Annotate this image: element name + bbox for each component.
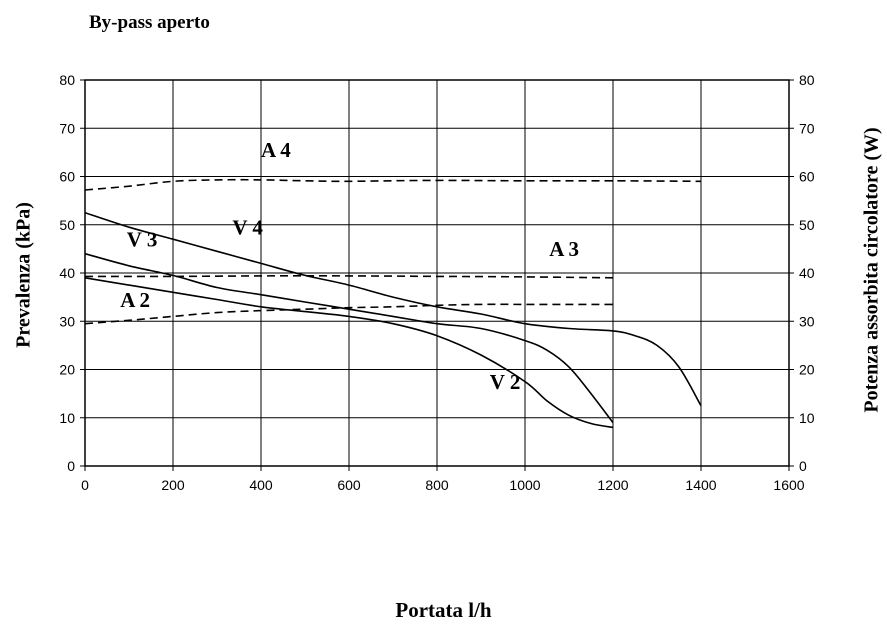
y-tick-label-left: 80 [59, 72, 75, 88]
y-tick-label-right: 10 [799, 410, 815, 426]
curve-label-a2: A 2 [120, 288, 150, 312]
series-line-a4 [84, 178, 702, 191]
y-tick-label-left: 70 [59, 120, 75, 136]
y-tick-label-left: 0 [67, 458, 75, 474]
y-tick-label-left: 30 [59, 313, 75, 329]
y-tick-label-right: 50 [799, 217, 815, 233]
y-tick-label-right: 20 [799, 362, 815, 378]
x-tick-label: 1600 [773, 477, 804, 493]
y-tick-label-right: 70 [799, 120, 815, 136]
series-line-v4 [84, 211, 702, 407]
y-tick-label-left: 60 [59, 169, 75, 185]
curve-label-a4: A 4 [261, 138, 291, 162]
y-tick-label-left: 10 [59, 410, 75, 426]
y-tick-label-left: 50 [59, 217, 75, 233]
x-axis-label: Portata l/h [395, 598, 492, 622]
series-line-a2 [84, 303, 613, 325]
x-tick-label: 200 [161, 477, 185, 493]
x-tick-label: 1200 [597, 477, 628, 493]
curve-label-v3: V 3 [127, 227, 158, 251]
y-tick-label-right: 40 [799, 265, 815, 281]
x-tick-label: 1400 [685, 477, 716, 493]
x-tick-label: 600 [337, 477, 361, 493]
y-tick-label-left: 40 [59, 265, 75, 281]
y-tick-label-right: 60 [799, 169, 815, 185]
x-tick-label: 400 [249, 477, 273, 493]
y-tick-label-right: 30 [799, 313, 815, 329]
x-tick-label: 800 [425, 477, 449, 493]
curve-label-v2: V 2 [490, 370, 521, 394]
y-tick-label-right: 0 [799, 458, 807, 474]
curve-label-a3: A 3 [549, 237, 579, 261]
x-tick-label: 1000 [509, 477, 540, 493]
series-line-a3 [84, 275, 614, 279]
chart-title: By-pass aperto [89, 12, 210, 33]
y-tick-label-right: 80 [799, 72, 815, 88]
x-tick-label: 0 [81, 477, 89, 493]
curve-label-v4: V 4 [232, 215, 263, 239]
series-line-v3 [84, 252, 614, 424]
series-line-v2 [84, 277, 614, 429]
y-tick-label-left: 20 [59, 362, 75, 378]
